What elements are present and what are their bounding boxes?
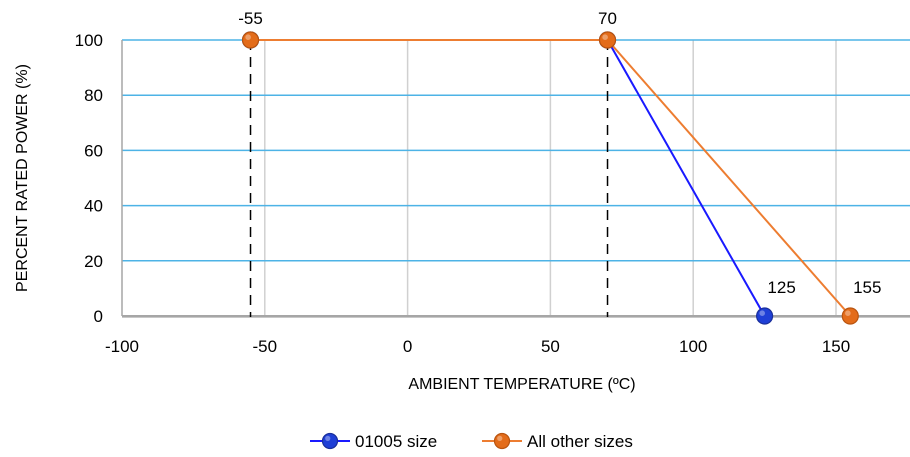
legend-label: All other sizes — [527, 432, 633, 451]
marker-highlight — [245, 34, 251, 40]
axes — [121, 40, 910, 318]
y-tick-label: 0 — [94, 307, 103, 326]
grid — [122, 39, 910, 316]
marker-highlight — [845, 310, 851, 317]
x-tick-label: -50 — [253, 337, 278, 356]
x-tick-label: 50 — [541, 337, 560, 356]
tick-labels: 0 20 40 60 80 100 -100 -50 0 50 100 150 — [75, 31, 851, 356]
x-tick-label: -100 — [105, 337, 139, 356]
x-axis-title: AMBIENT TEMPERATURE (ºC) — [408, 376, 635, 393]
legend-label: 01005 size — [355, 432, 437, 451]
data-point-marker — [598, 31, 617, 49]
marker-highlight — [602, 34, 608, 40]
data-point-marker — [841, 307, 859, 325]
marker-highlight — [325, 435, 331, 441]
data-point-marker — [241, 31, 260, 49]
point-label: -55 — [238, 9, 263, 28]
data-points — [241, 31, 859, 325]
data-point-marker — [755, 307, 774, 325]
point-label: 70 — [598, 9, 617, 28]
data-point-marker — [493, 432, 511, 450]
y-tick-label: 20 — [84, 252, 103, 271]
marker-highlight — [497, 435, 503, 441]
x-tick-label: 0 — [403, 337, 412, 356]
legend: 01005 size All other sizes — [310, 432, 633, 451]
reference-lines — [249, 40, 609, 317]
y-tick-label: 100 — [75, 31, 103, 50]
y-tick-label: 40 — [84, 197, 103, 216]
point-label: 125 — [767, 278, 795, 297]
marker-highlight — [759, 310, 765, 317]
point-label: 155 — [853, 278, 881, 297]
x-tick-label: 150 — [822, 337, 850, 356]
x-tick-label: 100 — [679, 337, 707, 356]
series-line — [250, 39, 766, 317]
annotations: -55 70 125 155 — [238, 9, 881, 297]
y-axis-title: PERCENT RATED POWER (%) — [14, 64, 31, 292]
data-point-marker — [321, 432, 339, 450]
y-tick-label: 80 — [84, 86, 103, 105]
y-tick-label: 60 — [84, 141, 103, 160]
